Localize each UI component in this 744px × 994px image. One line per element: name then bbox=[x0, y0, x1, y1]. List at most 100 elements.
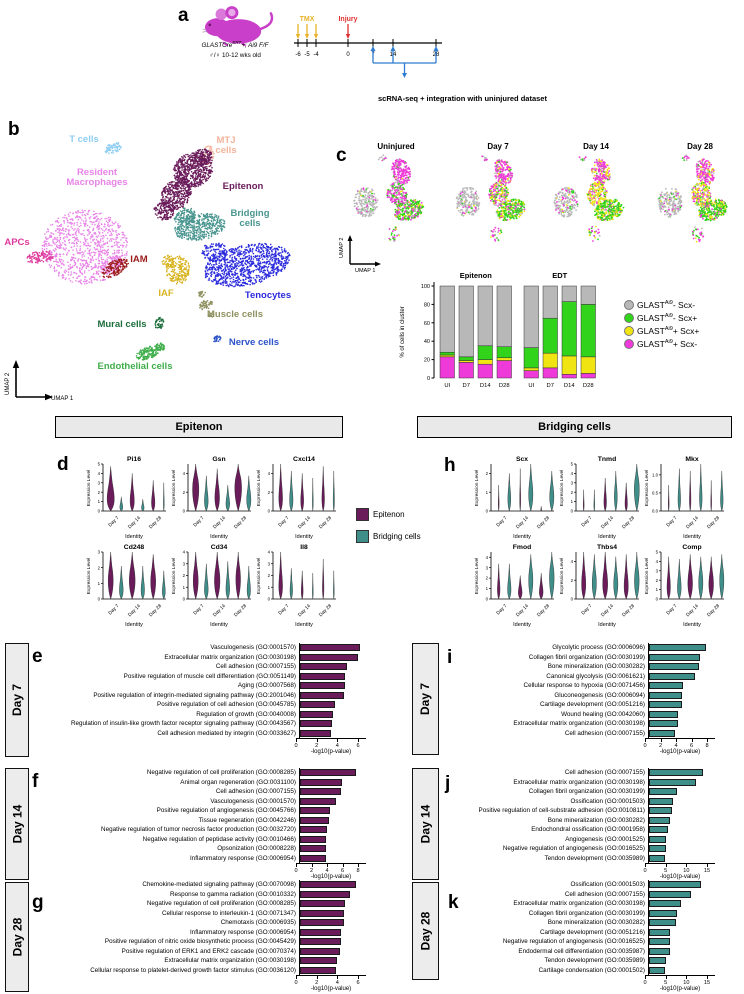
violin-ylabel: Expression Level bbox=[171, 558, 177, 595]
cluster-label: IAF bbox=[158, 288, 174, 299]
violin-xtick: Day 28 bbox=[706, 515, 721, 530]
cluster-apcs bbox=[26, 250, 54, 264]
violin-shape bbox=[614, 471, 618, 512]
violin-grid-epitenon-genes: Pi16 Expression Level 0 1 2 3 4 5 Day 7 Day 14 Day… bbox=[85, 454, 340, 630]
collection-arrow-icon bbox=[390, 46, 396, 51]
violin-shape bbox=[519, 468, 521, 512]
stacked-bar-segment bbox=[458, 356, 474, 361]
go-term-bar bbox=[300, 957, 338, 965]
stacked-bar-segment bbox=[542, 285, 558, 319]
go-term-label: Collagen fibril organization (GO:0030199… bbox=[528, 909, 645, 917]
go-term-row: Vasculogenesis (GO:0001570) bbox=[46, 643, 368, 653]
violin-xtick: Day 28 bbox=[318, 515, 333, 530]
violin-shape bbox=[668, 485, 670, 512]
legend-item: Bridging cells bbox=[356, 530, 421, 543]
go-term-label: Animal organ regeneration (GO:0031100) bbox=[180, 778, 296, 786]
stacked-xtick: UI bbox=[444, 383, 450, 389]
stacked-bar-segment bbox=[496, 360, 512, 379]
violin-shape bbox=[300, 473, 304, 512]
go-term-row: Chemotaxis (GO:0006935) bbox=[46, 918, 368, 928]
violin-shape bbox=[151, 480, 156, 512]
stacked-bar-segment bbox=[477, 359, 493, 365]
timeline-tick: -4 bbox=[313, 52, 319, 58]
go-term-label: Negative regulation of cell proliferatio… bbox=[146, 900, 296, 908]
go-term-row: Cartilage development (GO:0051216) bbox=[395, 700, 717, 710]
go-term-bar bbox=[649, 854, 666, 862]
legend-item: GLASTAi9- Scx+ bbox=[624, 311, 699, 324]
go-term-bar bbox=[649, 769, 703, 777]
go-term-bar bbox=[300, 900, 346, 908]
daybox-f: Day 14 bbox=[5, 768, 29, 880]
stacked-bar-segment bbox=[458, 360, 474, 363]
violin-shape bbox=[710, 480, 712, 512]
go-term-row: Cell adhesion (GO:0007155) bbox=[395, 889, 717, 899]
daybox-e: Day 7 bbox=[5, 643, 29, 757]
violin-ylabel: Expression Level bbox=[559, 470, 565, 507]
legend-item: GLASTAi9+ Scx- bbox=[624, 338, 699, 351]
violin-shape bbox=[719, 554, 725, 600]
violin-shape bbox=[497, 563, 501, 600]
go-term-row: Negative regulation of angiogenesis (GO:… bbox=[395, 937, 717, 947]
violin-shape bbox=[140, 566, 145, 600]
violin-xlabel: Identity bbox=[513, 622, 531, 628]
go-term-bar bbox=[649, 816, 670, 824]
stacked-xtick: D28 bbox=[499, 383, 510, 389]
panel-label-e: e bbox=[32, 646, 43, 667]
go-term-row: Regulation of growth (GO:0040008) bbox=[46, 709, 368, 719]
violin-shape bbox=[593, 489, 595, 512]
go-term-label: Regulation of insulin-like growth factor… bbox=[70, 720, 296, 728]
stacked-bar-segment bbox=[580, 356, 596, 374]
go-term-row: Gluconeogenesis (GO:0006094) bbox=[395, 690, 717, 700]
gene-title: Scx bbox=[516, 456, 528, 463]
stacked-bar-segment bbox=[439, 285, 455, 353]
violin-shape bbox=[333, 570, 335, 600]
violin-shape bbox=[246, 475, 252, 512]
go-term-row: Bone mineralization (GO:0030282) bbox=[395, 662, 717, 672]
violin-xtick: Day 7 bbox=[192, 603, 205, 616]
go-term-label: Cellular response to platelet-derived gr… bbox=[90, 966, 296, 974]
gene-title: Il8 bbox=[300, 544, 308, 551]
go-term-bar bbox=[300, 928, 342, 936]
go-term-bar bbox=[300, 826, 328, 834]
header-epitenon: Epitenon bbox=[55, 416, 343, 438]
violin-xtick: Day 28 bbox=[233, 515, 248, 530]
umap2-axis-label: UMAP 2 bbox=[339, 238, 345, 258]
go-term-label: Cellular response to interleukin-1 (GO:0… bbox=[161, 909, 296, 917]
glast-scx-legend: GLASTAi9- Scx- GLASTAi9- Scx+ GLASTAi9+ Sc… bbox=[624, 298, 699, 351]
go-xaxis-label: -log10(p-value) bbox=[310, 874, 352, 880]
go-term-label: Wound healing (GO:0042060) bbox=[561, 710, 645, 718]
go-xaxis-label: -log10(p-value) bbox=[659, 874, 701, 880]
go-term-label: Negative regulation of cell proliferatio… bbox=[146, 769, 296, 777]
violin-xlabel: Identity bbox=[683, 622, 701, 628]
cluster-label: Endothelial cells bbox=[98, 361, 173, 372]
violin-shape bbox=[581, 551, 586, 600]
violin-xtick: Day 28 bbox=[706, 603, 721, 618]
violin-xtick: Day 28 bbox=[536, 515, 551, 530]
go-term-bar bbox=[649, 797, 674, 805]
go-term-bar bbox=[300, 691, 345, 699]
violin-xtick: Day 7 bbox=[665, 603, 678, 616]
go-term-label: Angiogenesis (GO:0001525) bbox=[565, 835, 645, 843]
go-term-label: Positive regulation of nitric oxide bios… bbox=[104, 938, 296, 946]
stacked-bar-segment bbox=[496, 285, 512, 347]
go-term-row: Collagen fibril organization (GO:0030199… bbox=[395, 652, 717, 662]
violin-shape bbox=[540, 506, 542, 512]
go-x-axis: 0 2 4 6 8 -log10(p-value) bbox=[643, 738, 715, 757]
violin-ylabel: Expression Level bbox=[644, 558, 650, 595]
daybox-g: Day 28 bbox=[5, 882, 29, 992]
violin-shape bbox=[623, 554, 629, 600]
go-term-bar bbox=[649, 691, 683, 699]
violin-shape bbox=[321, 466, 325, 512]
stacked-bar-segment bbox=[477, 345, 493, 360]
cluster-label: Tenocytes bbox=[245, 290, 291, 301]
go-term-bar bbox=[300, 778, 342, 786]
go-term-label: Inflammatory response (GO:0006954) bbox=[189, 928, 296, 936]
cluster-bridging-cells bbox=[173, 207, 226, 242]
umap-timepoint-uninjured: Uninjured bbox=[346, 140, 440, 263]
cluster-t-cells bbox=[104, 141, 122, 154]
violin-shape bbox=[720, 471, 724, 512]
go-term-label: Negative regulation of angiogenesis (GO:… bbox=[502, 938, 645, 946]
go-term-bar bbox=[649, 938, 671, 946]
